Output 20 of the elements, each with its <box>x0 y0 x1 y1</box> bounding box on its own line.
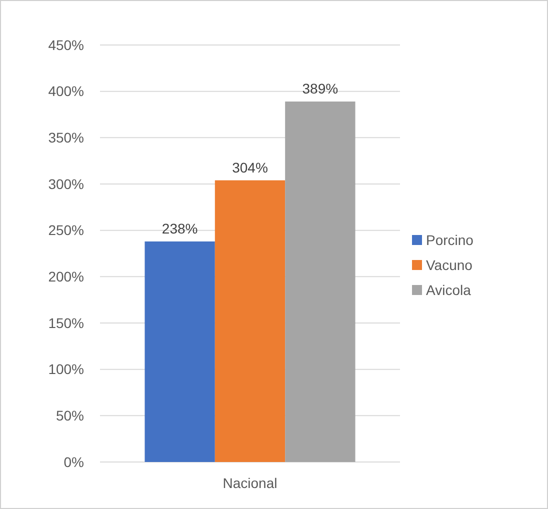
legend-label: Vacuno <box>426 256 473 273</box>
y-tick-label: 0% <box>64 454 84 470</box>
legend-label: Porcino <box>426 232 474 248</box>
bar <box>214 180 286 462</box>
bar <box>144 241 215 462</box>
data-label: 304% <box>232 159 268 176</box>
y-tick-label: 400% <box>48 83 84 100</box>
data-label: 389% <box>302 80 338 97</box>
y-tick-label: 150% <box>48 314 84 331</box>
y-tick-label: 350% <box>48 130 84 146</box>
y-tick-label: 100% <box>48 361 84 378</box>
y-tick-label: 200% <box>48 268 84 285</box>
y-tick-label: 450% <box>48 36 84 53</box>
y-tick-label: 300% <box>48 176 84 192</box>
bar <box>285 102 356 462</box>
x-tick-label: Nacional <box>222 475 278 491</box>
y-tick-label: 250% <box>48 222 84 238</box>
y-tick-label: 50% <box>56 408 84 424</box>
data-label: 238% <box>162 220 198 236</box>
legend-label: Avicola <box>426 282 472 298</box>
